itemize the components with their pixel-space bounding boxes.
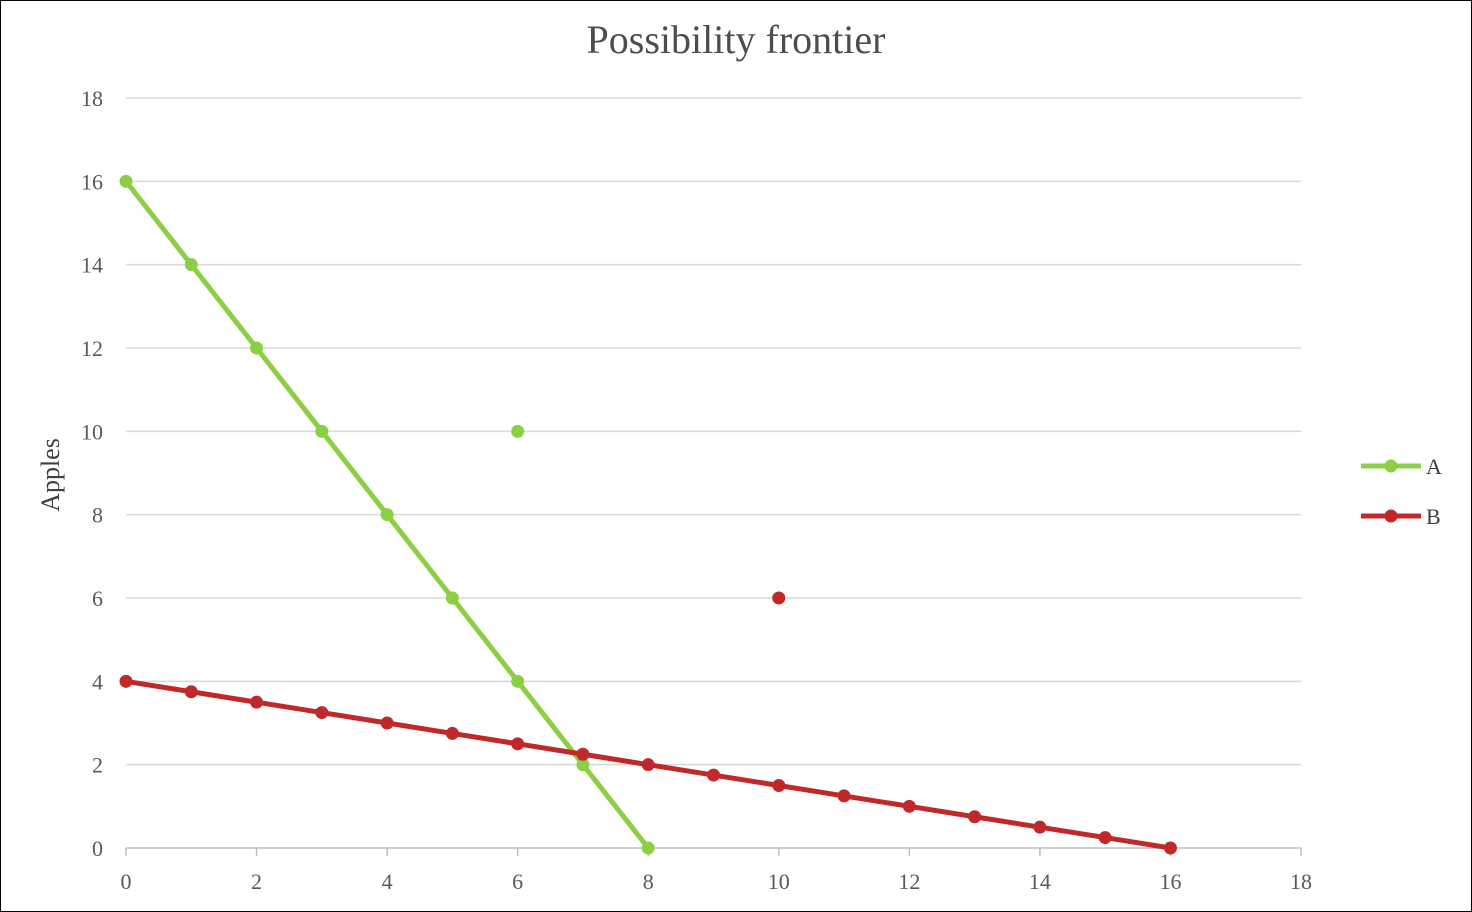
x-tick-label: 10 [768,869,790,894]
legend-label-B: B [1426,504,1441,529]
data-point-B [184,685,198,699]
y-tick-label: 8 [92,503,103,528]
data-point-A [119,174,133,188]
legend-label-A: A [1426,454,1442,479]
x-tick-label: 16 [1159,869,1181,894]
legend: AB [1361,454,1442,529]
legend-marker-B [1384,509,1398,523]
x-tick-label: 18 [1290,869,1312,894]
data-point-B [902,799,916,813]
data-point-B [445,726,459,740]
data-point-A [576,758,590,772]
x-tick-label: 8 [643,869,654,894]
y-tick-label: 16 [81,169,103,194]
x-tick-label: 0 [121,869,132,894]
x-tick-label: 2 [251,869,262,894]
y-tick-label: 2 [92,753,103,778]
data-point-B [641,758,655,772]
extra-point-B [772,591,786,605]
data-point-B [119,674,133,688]
data-point-B [837,789,851,803]
x-tick-label: 12 [898,869,920,894]
data-point-B [380,716,394,730]
data-point-A [315,424,329,438]
data-point-B [1163,841,1177,855]
data-point-B [968,810,982,824]
data-point-B [1098,831,1112,845]
y-axis-label: Apples [36,438,65,512]
data-point-B [315,706,329,720]
data-point-B [250,695,264,709]
data-point-A [511,674,525,688]
y-tick-label: 12 [81,336,103,361]
data-point-A [380,508,394,522]
x-axis: 0 2 4 6 8 10 12 14 16 18 [121,847,1312,894]
data-point-A [184,258,198,272]
data-point-B [576,747,590,761]
chart-title: Possibility frontier [587,17,886,62]
data-point-B [707,768,720,782]
data-point-B [1033,820,1047,834]
plot-area [119,174,1177,855]
extra-point-A [511,424,525,438]
gridlines [126,97,1301,766]
y-tick-label: 14 [81,253,103,278]
x-tick-label: 4 [382,869,393,894]
data-point-B [772,779,786,792]
x-tick-label: 14 [1029,869,1051,894]
y-tick-label: 6 [92,586,103,611]
data-point-A [641,841,655,855]
y-tick-label: 10 [81,419,103,444]
y-axis: 0 2 4 6 8 10 12 14 16 18 [81,86,103,861]
y-tick-label: 4 [92,669,103,694]
y-tick-label: 0 [92,836,103,861]
x-tick-label: 6 [512,869,523,894]
y-tick-label: 18 [81,86,103,111]
data-point-B [511,737,525,751]
data-point-A [445,591,459,605]
legend-marker-A [1384,459,1398,473]
data-point-A [250,341,264,355]
